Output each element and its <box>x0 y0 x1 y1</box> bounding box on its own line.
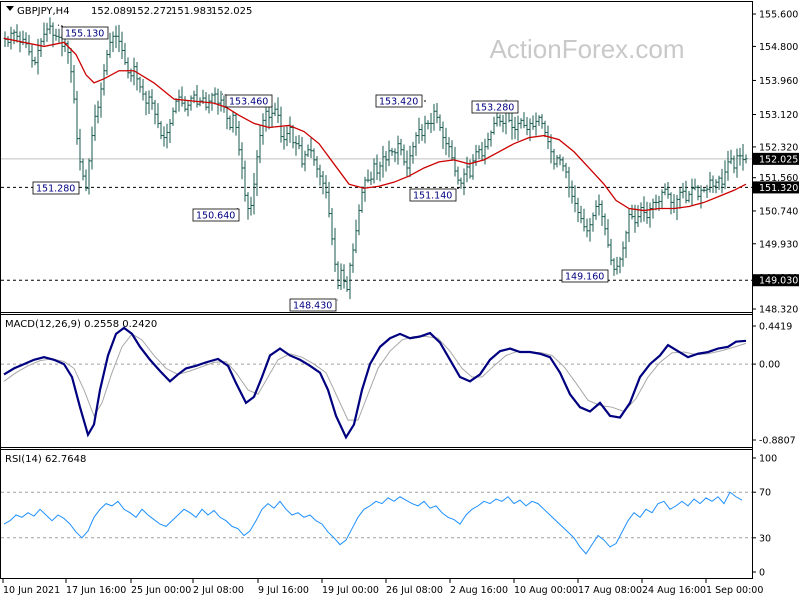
open-value: 152.089 <box>91 6 132 17</box>
x-tick-label: 24 Aug 16:00 <box>642 585 706 596</box>
y-tick-label: 70 <box>759 488 771 499</box>
price-callout <box>225 94 273 108</box>
time-axis: 10 Jun 2021 17 Jun 16:00 25 Jun 00:00 2 Jul… <box>2 578 763 596</box>
y-tick-label: 152.320 <box>759 142 798 153</box>
price-callout <box>61 26 109 40</box>
x-tick-label: 2 Aug 16:00 <box>450 585 508 596</box>
price-callout <box>471 100 519 114</box>
price-callout <box>192 208 240 222</box>
price-callout <box>561 269 609 283</box>
current-price-tag <box>753 152 799 165</box>
x-tick-label: 25 Jun 00:00 <box>131 585 191 596</box>
x-tick-label: 10 Jun 2021 <box>3 585 60 596</box>
x-tick-label: 26 Jul 08:00 <box>386 585 443 596</box>
chart-header: GBPJPY,H4 152.089 152.272 151.983 152.02… <box>6 6 252 17</box>
symbol-label: GBPJPY,H4 <box>17 6 70 17</box>
close-value: 152.025 <box>211 6 252 17</box>
y-tick-label: 151.560 <box>759 173 798 184</box>
y-tick-label: 0 <box>759 568 765 579</box>
price-callout-label: 151.140 <box>413 191 452 202</box>
x-tick-label: 1 Sep 00:00 <box>706 585 763 596</box>
y-tick-label: 153.120 <box>759 110 798 121</box>
macd-title: MACD(12,26,9) 0.2558 0.2420 <box>5 319 157 330</box>
x-tick-label: 2 Jul 08:00 <box>193 585 244 596</box>
y-tick-label: 0.00 <box>759 360 780 371</box>
chevron-down-icon[interactable] <box>6 6 14 11</box>
y-tick-label: 0.4419 <box>759 322 792 333</box>
price-panel: 155.600 154.800 153.960 153.120 152.320 151.5… <box>1 10 799 316</box>
price-callout-label: 155.130 <box>65 29 104 40</box>
x-tick-label: 17 Aug 08:00 <box>578 585 642 596</box>
y-tick-label: 150.740 <box>759 206 798 217</box>
price-callout-label: 148.430 <box>293 301 332 312</box>
x-tick-label: 19 Jul 00:00 <box>322 585 379 596</box>
price-callout <box>375 94 423 108</box>
x-tick-label: 9 Jul 16:00 <box>258 585 309 596</box>
y-tick-label: 30 <box>759 533 771 544</box>
rsi-panel: RSI(14) 62.7648 100 70 30 0 <box>1 454 777 579</box>
price-callout-label: 153.460 <box>229 97 268 108</box>
y-tick-label: 149.930 <box>759 239 798 250</box>
y-tick-label: 153.960 <box>759 76 798 87</box>
price-callout <box>32 181 80 195</box>
y-tick-label: 100 <box>759 454 777 465</box>
level-tag-label: 151.320 <box>759 183 798 194</box>
price-callout-label: 149.160 <box>565 272 604 283</box>
signal-line <box>3 333 747 421</box>
y-tick-label: -0.8807 <box>759 436 796 447</box>
rsi-title: RSI(14) 62.7648 <box>5 454 86 465</box>
current-price-label: 152.025 <box>759 154 798 165</box>
y-tick-label: 148.320 <box>759 305 798 316</box>
price-callout-label: 153.420 <box>379 97 418 108</box>
rsi-line <box>3 491 743 555</box>
level-tag <box>753 181 799 194</box>
price-callout-label: 151.280 <box>36 184 75 195</box>
price-callout-label: 153.280 <box>475 103 514 114</box>
level-tag <box>753 274 799 287</box>
high-value: 152.272 <box>131 6 172 17</box>
level-tag-label: 149.030 <box>759 276 798 287</box>
x-tick-label: 10 Aug 00:00 <box>514 585 578 596</box>
price-callout <box>409 188 457 202</box>
low-value: 151.983 <box>171 6 212 17</box>
y-tick-label: 155.600 <box>759 10 798 21</box>
x-tick-label: 17 Jun 16:00 <box>66 585 126 596</box>
macd-panel: MACD(12,26,9) 0.2558 0.2420 0.4419 0.00 -0.… <box>1 319 796 447</box>
moving-average-line <box>3 37 747 212</box>
price-callout <box>289 298 337 312</box>
price-callout-label: 150.640 <box>196 211 235 222</box>
y-tick-label: 154.800 <box>759 42 798 53</box>
macd-line <box>3 326 747 440</box>
watermark: ActionForex.com <box>489 34 684 64</box>
